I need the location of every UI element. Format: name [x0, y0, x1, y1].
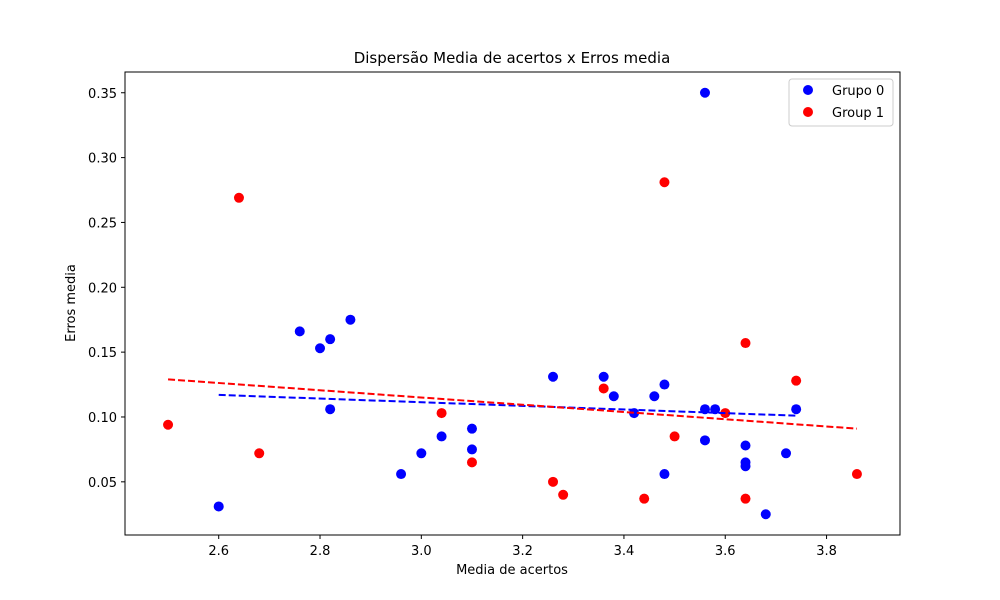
point-series-0-25	[760, 509, 771, 520]
point-series-0-8	[436, 431, 447, 442]
x-axis: 2.6 2.8 3.0 3.2 3.4 3.6 3.8	[208, 535, 837, 559]
y-tick-label-3: 0.20	[88, 281, 117, 296]
point-series-1-4	[466, 457, 477, 468]
point-series-0-26	[781, 448, 792, 459]
y-tick-label-1: 0.10	[88, 411, 117, 426]
point-series-1-8	[639, 493, 650, 504]
x-tick-label-0: 2.6	[208, 544, 229, 559]
legend-marker-group-1	[803, 107, 813, 117]
point-series-0-9	[466, 423, 477, 434]
x-tick-label-3: 3.2	[512, 544, 533, 559]
point-series-0-18	[699, 87, 710, 98]
x-tick-label-2: 3.0	[411, 544, 432, 559]
point-series-1-0	[163, 419, 174, 430]
point-series-1-5	[548, 476, 559, 487]
chart-marks	[163, 87, 862, 520]
point-series-0-7	[416, 448, 427, 459]
point-series-1-14	[791, 375, 802, 386]
point-series-0-10	[466, 444, 477, 455]
legend-box	[788, 78, 894, 127]
point-series-0-11	[548, 371, 559, 382]
point-series-1-12	[740, 338, 751, 349]
point-series-0-20	[699, 435, 710, 446]
point-series-0-12	[598, 371, 609, 382]
point-series-0-17	[659, 469, 670, 480]
point-series-1-2	[254, 448, 265, 459]
point-series-0-13	[608, 391, 619, 402]
point-series-0-0	[213, 501, 224, 512]
point-series-1-6	[558, 489, 569, 500]
x-tick-label-4: 3.4	[614, 544, 635, 559]
point-series-1-13	[740, 493, 751, 504]
legend-label-group-1: Group 1	[832, 106, 884, 121]
y-tick-label-4: 0.25	[88, 216, 117, 231]
point-series-0-3	[325, 334, 336, 345]
point-series-0-2	[315, 343, 326, 354]
point-series-0-5	[345, 314, 356, 325]
y-axis-label: Erros media	[64, 264, 79, 342]
x-axis-label: Media de acertos	[456, 563, 568, 578]
chart-title: Dispersão Media de acertos x Erros media	[354, 49, 671, 67]
point-series-0-16	[659, 379, 670, 390]
y-tick-label-5: 0.30	[88, 152, 117, 167]
legend-marker-grupo-0	[803, 85, 813, 95]
point-series-1-1	[233, 192, 244, 203]
point-series-0-24	[740, 461, 751, 472]
y-tick-label-0: 0.05	[88, 476, 117, 491]
point-series-1-9	[659, 177, 670, 188]
point-series-0-4	[325, 404, 336, 415]
point-series-1-10	[669, 431, 680, 442]
point-series-0-27	[791, 404, 802, 415]
legend: Grupo 0 Group 1	[788, 78, 894, 127]
trend-line-series-0	[218, 393, 797, 417]
legend-label-grupo-0: Grupo 0	[832, 84, 884, 99]
y-axis: 0.05 0.10 0.15 0.20 0.25 0.30 0.35	[88, 87, 125, 491]
point-series-1-3	[436, 408, 447, 419]
y-tick-label-2: 0.15	[88, 346, 117, 361]
x-tick-label-6: 3.8	[816, 544, 837, 559]
point-series-0-6	[396, 469, 407, 480]
trend-line-series-1	[167, 378, 858, 430]
point-series-0-22	[740, 440, 751, 451]
x-tick-label-1: 2.8	[310, 544, 331, 559]
x-tick-label-5: 3.6	[715, 544, 736, 559]
y-tick-label-6: 0.35	[88, 87, 117, 102]
plot-frame	[124, 71, 901, 536]
point-series-0-1	[294, 326, 305, 337]
point-series-1-15	[851, 469, 862, 480]
point-series-0-15	[649, 391, 660, 402]
point-series-1-7	[598, 383, 609, 394]
